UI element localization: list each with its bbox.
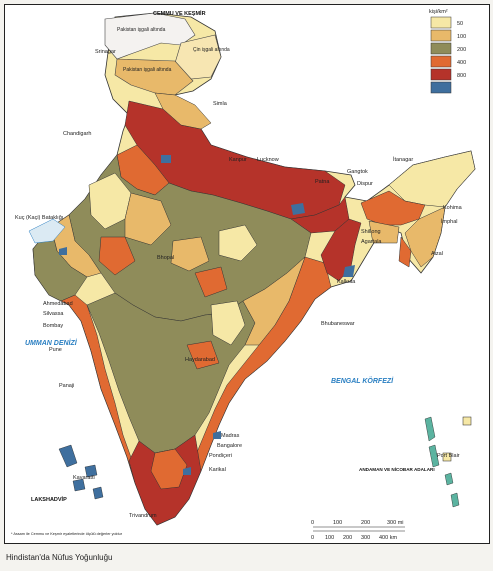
city-kavaratti: Kavaratti [73,475,95,481]
island-andaman-marker-2 [442,452,452,462]
island-andaman-marker-1 [462,416,472,426]
scale-km-1: 100 [325,535,334,541]
sea-bengal-label: BENGAL KÖRFEZİ [331,376,394,385]
lake-1 [291,203,305,215]
region-kashmir-white [104,12,196,60]
city-karikal: Karikal [209,467,226,473]
city-kalkuta: Kalkuta [337,279,356,285]
legend-swatch [430,29,452,42]
island-lakshadweep-1 [58,444,78,468]
city-pune: Pune [49,347,62,353]
region-manipur [404,206,446,268]
kashmir-china-label: Çin işgali altında [193,47,230,53]
map-caption: Hindistan'da Nüfus Yoğunluğu [6,553,113,562]
region-central-yellow-2 [210,300,246,346]
kashmir-title: CEMMU VE KEŞMİR [153,10,206,17]
city-gangtok: Gangtok [347,169,368,175]
legend-swatch [430,42,452,55]
legend-label: 800 [457,73,466,79]
city-bangalore: Bangalore [217,443,242,449]
city-madras: Madras [221,433,240,439]
city-kanpur: Kanpur [229,157,247,163]
region-hyderabad [186,340,220,370]
region-meghalaya [368,220,400,244]
island-andaman-4 [450,492,460,508]
island-andaman-2 [428,444,440,468]
footnote: * Assam ile Cemmu ve Keşmir eyaletlerind… [11,532,123,536]
island-lakshadweep-4 [92,486,104,500]
city-simla: Simla [213,101,228,107]
lake-3 [343,265,355,277]
city-hyderabad: Haydarabad [185,357,215,363]
lake-2 [161,155,171,163]
city-bhubaneswar: Bhubaneswar [321,321,355,327]
label-lakshadvip: LAKSHADVİP [31,496,67,503]
city-kutch: Kuç (Kaçi) Bataklığı [15,215,63,221]
kashmir-pakistan-label: Pakistan işgali altında [117,27,166,33]
city-dispur: Dispur [357,181,373,187]
region-himalaya [154,92,212,130]
lake-4 [59,247,67,255]
kashmir-pakistan2-label: Pakistan işgali altında [123,67,172,73]
city-agartala: Agartala [361,239,382,245]
legend: 50 100 200 400 800 [430,16,466,94]
region-tripura [398,236,412,268]
population-density-map: kişi/km² 50 100 200 400 800 CEMMU VE KEŞMİR … [4,4,490,544]
legend-label: 50 [457,21,463,27]
island-lakshadweep-2 [84,464,98,478]
city-imphal: İmphal [441,218,458,225]
city-chandigarh: Chandigarh [63,131,91,137]
scale-bar: 0 100 200 300 mi 0 100 200 300 400 km [311,520,405,541]
island-andaman-1 [424,416,436,442]
legend-swatch [430,16,452,29]
region-kutch-marsh [28,218,66,244]
legend-swatch [430,81,452,94]
city-srinagar: Srinagar [95,49,116,55]
city-panaji: Panaji [59,383,74,389]
city-lucknow: Lucknow [257,157,279,163]
region-rajasthan-tan [124,192,172,246]
scale-mi-2: 200 [361,520,370,526]
scale-km-0: 0 [311,535,314,541]
region-mp-orange [98,236,136,276]
city-patna: Patna [315,179,330,185]
region-bihar [290,196,350,234]
scale-km-2: 200 [343,535,352,541]
region-central-yellow-1 [218,224,258,262]
city-pondicheri: Pondiçeri [209,453,232,459]
city-shillong: Shillong [361,229,381,235]
city-bhopal: Bhopal [157,255,174,261]
city-kohima: Kohima [443,205,463,211]
scale-km-4: 400 km [379,535,397,541]
legend-swatch [430,55,452,68]
island-lakshadweep-3 [72,478,86,492]
city-aizal: Aizal [431,251,443,257]
island-andaman-3 [444,472,454,486]
city-ahmedabad: Ahmedabad [43,301,73,307]
city-portblair: Port Blair [437,453,460,459]
lake-5 [213,431,221,439]
legend-swatch [430,68,452,81]
legend-label: 200 [457,47,466,53]
legend-label: 100 [457,34,466,40]
region-central-tan-1 [170,236,210,272]
legend-label: 400 [457,60,466,66]
scale-mi-1: 100 [333,520,342,526]
region-central-orange-1 [194,266,228,298]
lake-6 [183,467,191,475]
scale-mi-3: 300 mi [387,520,404,526]
label-andaman: ANDAMAN VE NİCOBAR ADALARI [359,466,435,472]
city-trivandrum: Trivandrum [129,513,157,519]
region-orissa [242,256,306,346]
city-silvassa: Silvassa [43,311,64,317]
region-south-orange [150,448,188,490]
city-itanagar: İtanagar [393,156,413,163]
legend-unit: kişi/km² [429,9,448,15]
sea-arabian-label: UMMAN DENİZİ [25,339,78,347]
scale-mi-0: 0 [311,520,314,526]
scale-km-3: 300 [361,535,370,541]
city-bombay: Bombay [43,323,63,329]
